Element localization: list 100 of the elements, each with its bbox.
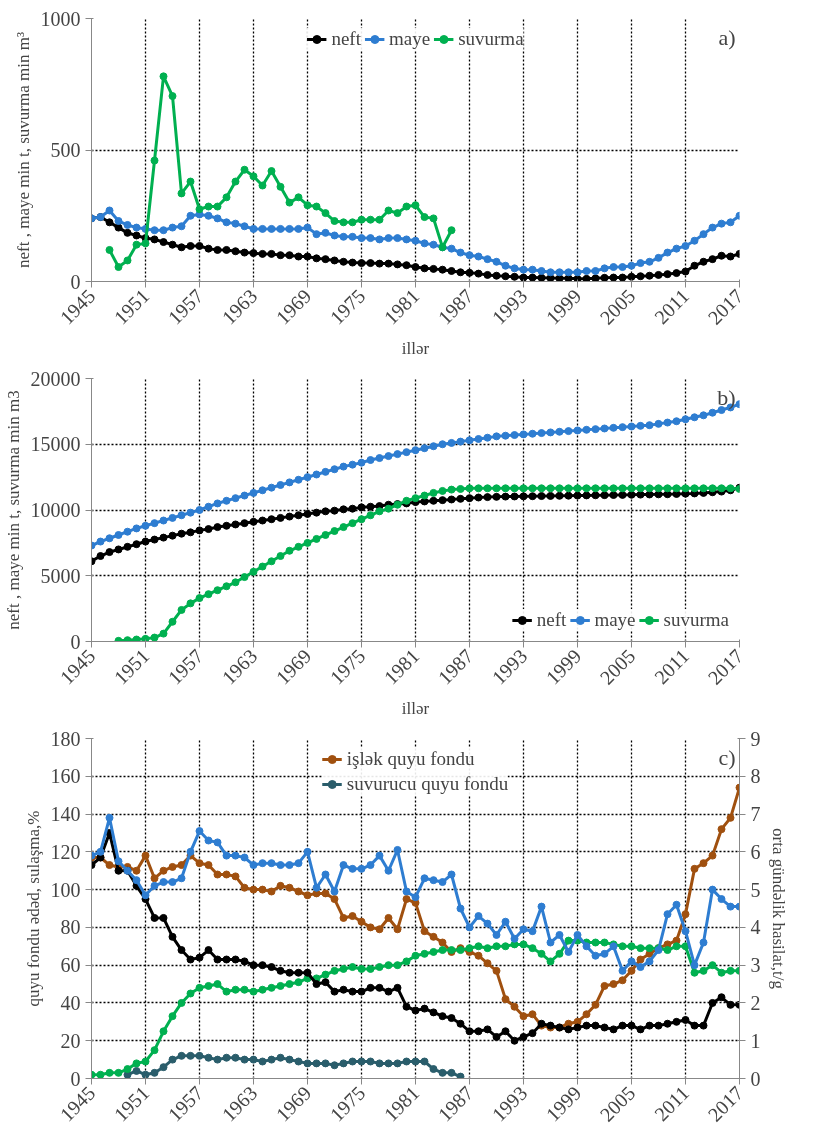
point	[141, 239, 150, 248]
y-tick-label: 1000	[40, 7, 81, 30]
point	[357, 1057, 366, 1066]
point	[393, 209, 402, 218]
point	[402, 1057, 411, 1066]
y-tick-label: 20000	[30, 367, 81, 390]
y2-tick-label: 9	[750, 727, 761, 750]
point	[447, 226, 456, 235]
point	[339, 1059, 348, 1068]
point	[348, 1057, 357, 1066]
x-tick-label: 1951	[109, 1081, 154, 1126]
point	[267, 167, 276, 176]
point	[204, 1053, 213, 1062]
point	[249, 172, 258, 181]
point	[276, 182, 285, 191]
point	[438, 1068, 447, 1077]
point	[420, 1057, 429, 1066]
y-tick-label: 100	[50, 878, 81, 901]
point	[213, 1055, 222, 1064]
point	[366, 215, 375, 224]
x-tick-label: 1981	[379, 644, 424, 689]
point	[411, 1057, 420, 1066]
legend-label: suvurucu quyu fondu	[346, 773, 509, 795]
y-axis-title: neft , maye min t, suvurma min m3	[3, 390, 23, 630]
point	[402, 202, 411, 211]
x-tick-label: 2011	[649, 284, 694, 329]
x-axis-title: illər	[401, 698, 430, 718]
point	[213, 202, 222, 211]
point	[186, 177, 195, 186]
point	[186, 1051, 195, 1060]
x-tick-label: 1981	[379, 284, 424, 329]
point	[132, 1066, 141, 1075]
point	[303, 1059, 312, 1068]
point	[177, 189, 186, 198]
point	[447, 1068, 456, 1077]
y2-tick-label: 0	[750, 1067, 761, 1090]
y-tick-label: 160	[50, 765, 81, 788]
y-tick-label: 15000	[30, 433, 81, 456]
annotation: b)	[717, 384, 736, 410]
point	[267, 1055, 276, 1064]
x-tick-label: 1981	[379, 1081, 424, 1126]
y2-axis-title: orta gündəlik hasilat,t/g	[768, 828, 788, 990]
y-tick-label: 180	[50, 727, 81, 750]
point	[312, 202, 321, 211]
legend-label: suvurma	[458, 28, 524, 50]
legend-label: neft	[536, 609, 567, 631]
y2-tick-label: 3	[750, 954, 761, 977]
y2-tick-label: 2	[750, 991, 761, 1014]
point	[366, 1057, 375, 1066]
point	[339, 218, 348, 227]
x-axis-title: illər	[401, 338, 430, 358]
point	[312, 1059, 321, 1068]
y-tick-label: 80	[60, 916, 81, 939]
x-tick-label: 2011	[649, 1081, 694, 1126]
y2-tick-label: 6	[750, 840, 761, 863]
legend-label: maye	[594, 609, 636, 631]
point	[132, 240, 141, 249]
y-tick-label: 120	[50, 840, 81, 863]
point	[384, 1059, 393, 1068]
y-axis-title: neft , maye min t, suvurma min m³	[13, 32, 33, 268]
point	[321, 209, 330, 218]
y-tick-label: 5000	[40, 564, 81, 587]
x-tick-label: 1951	[109, 284, 154, 329]
y-tick-label: 40	[60, 991, 81, 1014]
point	[429, 1065, 438, 1074]
y-tick-label: 10000	[30, 499, 81, 521]
point	[240, 165, 249, 174]
point	[420, 213, 429, 222]
point	[375, 1059, 384, 1068]
legend-label: işlək quyu fondu	[346, 748, 475, 770]
point	[384, 206, 393, 215]
point	[429, 214, 438, 223]
point	[330, 217, 339, 225]
point	[168, 92, 177, 101]
y-tick-label: 0	[70, 270, 81, 293]
legend-label: maye	[388, 28, 431, 50]
y-tick-label: 60	[60, 954, 81, 977]
y-tick-label: 140	[50, 803, 81, 826]
point	[303, 201, 312, 210]
point	[114, 263, 123, 272]
point	[258, 181, 267, 190]
y-tick-label: 500	[50, 139, 81, 161]
point	[285, 1055, 294, 1064]
y2-tick-label: 8	[750, 765, 761, 788]
point	[195, 1051, 204, 1060]
point	[123, 256, 132, 265]
point	[294, 193, 303, 202]
point	[276, 1053, 285, 1062]
y2-tick-label: 5	[750, 878, 761, 901]
point	[204, 202, 213, 211]
y-tick-label: 0	[70, 630, 81, 653]
point	[393, 1059, 402, 1068]
x-tick-label: 2011	[649, 644, 694, 689]
point	[222, 193, 231, 202]
point	[159, 72, 168, 81]
annotation: a)	[718, 24, 736, 50]
point	[357, 215, 366, 224]
legend-label: suvurma	[663, 609, 729, 631]
point	[141, 1070, 150, 1079]
point	[150, 156, 159, 165]
